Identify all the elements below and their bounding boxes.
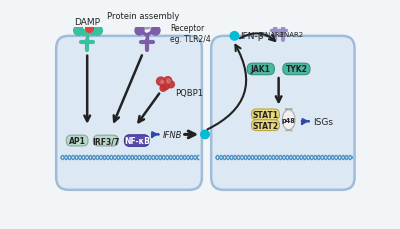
FancyBboxPatch shape — [66, 136, 88, 146]
FancyBboxPatch shape — [283, 64, 310, 75]
Text: IFNAR1: IFNAR1 — [260, 31, 285, 37]
Text: IFNB: IFNB — [163, 130, 182, 139]
Text: IRF3/7: IRF3/7 — [92, 136, 120, 145]
Circle shape — [156, 78, 165, 86]
FancyBboxPatch shape — [94, 136, 118, 146]
FancyBboxPatch shape — [252, 109, 279, 120]
Text: IFN-β: IFN-β — [240, 32, 263, 41]
Circle shape — [201, 131, 209, 139]
Circle shape — [162, 83, 169, 90]
Text: PQBP1: PQBP1 — [176, 88, 204, 97]
Text: JAK1: JAK1 — [251, 65, 271, 74]
Text: TYK2: TYK2 — [286, 65, 307, 74]
Text: Protein assembly: Protein assembly — [107, 12, 179, 21]
Ellipse shape — [141, 23, 150, 27]
Ellipse shape — [146, 23, 154, 27]
Text: NF-κB: NF-κB — [124, 136, 150, 145]
FancyBboxPatch shape — [282, 109, 295, 131]
Text: STAT1: STAT1 — [252, 110, 278, 119]
Ellipse shape — [141, 27, 150, 30]
Circle shape — [164, 77, 172, 85]
Text: p48: p48 — [282, 117, 296, 123]
Circle shape — [168, 82, 174, 88]
Circle shape — [167, 80, 170, 84]
FancyBboxPatch shape — [247, 64, 274, 75]
Circle shape — [275, 16, 282, 24]
Circle shape — [230, 33, 239, 41]
Circle shape — [161, 81, 164, 84]
FancyBboxPatch shape — [252, 120, 279, 131]
Text: STAT2: STAT2 — [252, 121, 278, 130]
Text: DAMP: DAMP — [74, 18, 100, 27]
FancyBboxPatch shape — [124, 135, 149, 147]
Text: ISGs: ISGs — [314, 117, 334, 126]
Text: AP1: AP1 — [69, 136, 86, 145]
Text: IFNAR2: IFNAR2 — [278, 31, 304, 37]
FancyBboxPatch shape — [211, 37, 354, 190]
FancyBboxPatch shape — [56, 37, 202, 190]
FancyArrowPatch shape — [208, 46, 246, 130]
Text: Receptor
eg. TLR2/4: Receptor eg. TLR2/4 — [170, 24, 211, 44]
FancyArrowPatch shape — [240, 34, 275, 42]
Circle shape — [160, 86, 166, 92]
